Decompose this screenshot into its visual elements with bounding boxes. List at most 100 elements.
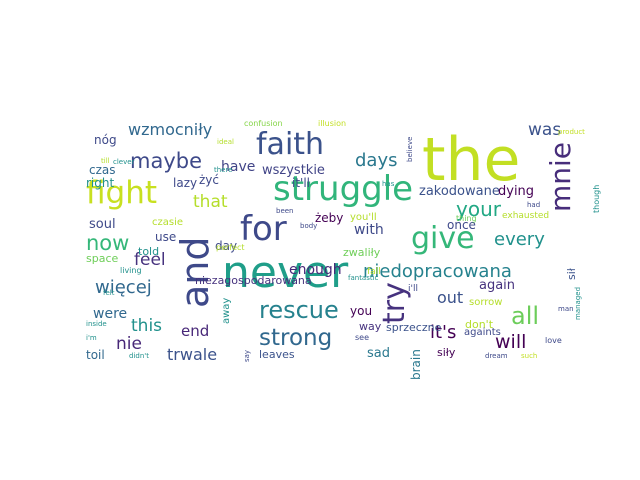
cloud-word: fall bbox=[367, 267, 381, 277]
cloud-word: never bbox=[222, 247, 349, 298]
cloud-word: fight bbox=[86, 175, 157, 211]
cloud-word: againts bbox=[464, 327, 501, 338]
cloud-word: niezagospodarowana bbox=[195, 274, 312, 287]
cloud-word: dying bbox=[498, 184, 534, 199]
cloud-word: the bbox=[422, 125, 520, 195]
cloud-word: więcej bbox=[95, 277, 152, 298]
cloud-word: illusion bbox=[318, 119, 346, 128]
cloud-word: siły bbox=[437, 346, 456, 359]
cloud-word: were bbox=[93, 306, 127, 322]
cloud-word: wzmocniły bbox=[128, 120, 212, 139]
cloud-word: been bbox=[276, 207, 294, 215]
cloud-word: with bbox=[354, 222, 384, 238]
cloud-word: had bbox=[527, 201, 540, 209]
cloud-word: till bbox=[101, 157, 110, 165]
cloud-word: your bbox=[456, 197, 502, 221]
cloud-word: exhausted bbox=[502, 211, 549, 221]
cloud-word: mnie bbox=[544, 142, 577, 212]
cloud-word: struggle bbox=[273, 169, 413, 209]
cloud-word: told bbox=[138, 245, 159, 258]
cloud-word: for bbox=[240, 209, 287, 249]
cloud-word: right bbox=[86, 176, 114, 190]
cloud-word: have bbox=[221, 159, 255, 175]
cloud-word: żeby bbox=[315, 211, 343, 225]
cloud-word: give bbox=[411, 221, 475, 256]
cloud-word: sad bbox=[367, 346, 390, 361]
cloud-word: strong bbox=[259, 325, 332, 351]
cloud-word: sił bbox=[565, 267, 578, 280]
cloud-word: i'm bbox=[86, 334, 97, 342]
cloud-word: man bbox=[558, 305, 574, 313]
cloud-word: żyć bbox=[199, 173, 219, 187]
cloud-word: now bbox=[86, 231, 129, 255]
cloud-word: leaves bbox=[259, 348, 295, 361]
cloud-word: thing bbox=[456, 214, 477, 223]
cloud-word: sprzeczne bbox=[386, 321, 442, 334]
cloud-word: body bbox=[300, 222, 317, 230]
cloud-word: away bbox=[221, 298, 232, 324]
cloud-word: way bbox=[359, 320, 382, 333]
cloud-word: fantastic bbox=[348, 274, 379, 282]
cloud-word: again bbox=[479, 278, 515, 293]
cloud-word: all bbox=[511, 302, 539, 330]
cloud-word: you bbox=[350, 304, 372, 318]
cloud-word: that bbox=[193, 192, 228, 212]
cloud-word: brain bbox=[409, 349, 423, 380]
cloud-word: faith bbox=[256, 127, 324, 162]
cloud-word: felt bbox=[103, 289, 115, 297]
cloud-word: such bbox=[521, 352, 537, 360]
cloud-word: trwale bbox=[167, 345, 217, 364]
cloud-word: every bbox=[494, 229, 545, 250]
cloud-word: wszystkie bbox=[262, 163, 325, 178]
cloud-word: niedopracowana bbox=[363, 261, 512, 282]
cloud-word: day bbox=[215, 239, 237, 253]
cloud-word: dream bbox=[485, 352, 508, 360]
cloud-word: confusion bbox=[244, 119, 283, 128]
cloud-word: zakodowane bbox=[419, 184, 500, 199]
cloud-word: end bbox=[181, 322, 209, 340]
cloud-word: don't bbox=[465, 318, 494, 331]
cloud-word: it's bbox=[430, 322, 456, 343]
cloud-word: enough bbox=[289, 262, 342, 278]
cloud-word: soul bbox=[89, 217, 116, 232]
cloud-word: has bbox=[382, 180, 395, 188]
cloud-word: ideal bbox=[217, 138, 234, 146]
cloud-word: try bbox=[377, 282, 412, 324]
cloud-word: nie bbox=[116, 334, 142, 354]
cloud-word: clever bbox=[113, 158, 135, 166]
cloud-word: though bbox=[592, 185, 601, 213]
cloud-word: living bbox=[120, 266, 142, 275]
cloud-word: you'll bbox=[350, 212, 377, 223]
cloud-word: there bbox=[214, 166, 233, 174]
cloud-word: sorrow bbox=[469, 297, 502, 308]
cloud-word: believe bbox=[406, 137, 414, 162]
cloud-word: managed bbox=[574, 287, 582, 320]
cloud-word: use bbox=[155, 230, 176, 244]
cloud-word: lazy bbox=[173, 176, 197, 190]
cloud-word: see bbox=[355, 333, 369, 342]
cloud-word: inside bbox=[86, 320, 107, 328]
cloud-word: days bbox=[355, 150, 398, 171]
cloud-word: i'll bbox=[408, 284, 418, 294]
cloud-word: space bbox=[86, 252, 119, 265]
cloud-word: and bbox=[173, 237, 217, 309]
cloud-word: product bbox=[558, 128, 585, 136]
cloud-word: perfect bbox=[216, 243, 245, 252]
cloud-word: feel bbox=[134, 250, 166, 270]
cloud-word: it'll bbox=[292, 176, 310, 190]
cloud-word: czas bbox=[89, 163, 116, 177]
cloud-word: love bbox=[545, 336, 562, 345]
cloud-word: out bbox=[437, 288, 463, 307]
cloud-word: rescue bbox=[259, 296, 339, 324]
cloud-word: was bbox=[528, 120, 561, 140]
cloud-word: nóg bbox=[94, 133, 117, 147]
cloud-word: this bbox=[131, 316, 162, 336]
cloud-word: say bbox=[243, 350, 251, 362]
cloud-word: czasie bbox=[152, 217, 183, 228]
cloud-word: zwaliły bbox=[343, 246, 381, 259]
cloud-word: once bbox=[447, 218, 476, 232]
cloud-word: didn't bbox=[129, 352, 149, 360]
cloud-word: maybe bbox=[130, 149, 202, 173]
cloud-word: toil bbox=[86, 348, 105, 362]
